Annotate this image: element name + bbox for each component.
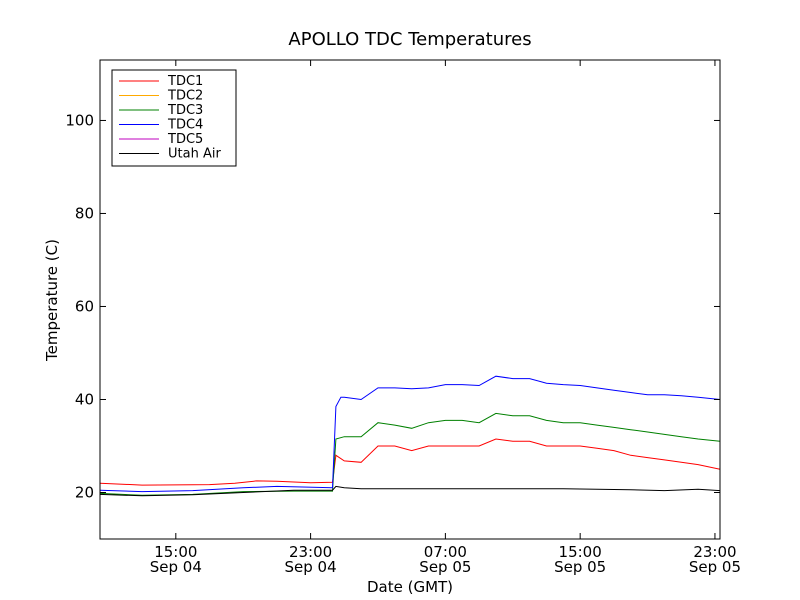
x-tick-label-date: Sep 05 (689, 558, 741, 576)
legend-box (111, 69, 237, 167)
x-tick-label-time: 23:00 (693, 543, 736, 561)
y-axis-label: Temperature (C) (43, 239, 61, 362)
y-tick-label: 100 (65, 111, 94, 129)
legend-label: TDC4 (167, 118, 203, 133)
chart-title: APOLLO TDC Temperatures (288, 29, 531, 50)
series-line-tdc1 (99, 438, 721, 486)
x-tick-label-time: 23:00 (289, 543, 332, 561)
series-line-tdc4 (99, 375, 721, 493)
x-tick-label-time: 07:00 (424, 543, 467, 561)
series-line-utah-air (99, 485, 721, 497)
plot-frame (99, 59, 721, 540)
x-tick-label-date: Sep 04 (285, 558, 337, 576)
series-line-tdc3 (99, 412, 721, 496)
legend-label: TDC2 (167, 89, 203, 104)
y-tick-label: 20 (75, 483, 94, 501)
x-tick-label-date: Sep 04 (150, 558, 202, 576)
x-tick-label-date: Sep 05 (554, 558, 606, 576)
y-tick-label: 80 (75, 204, 94, 222)
legend-label: TDC5 (167, 132, 203, 147)
series-layer (99, 375, 721, 497)
x-tick-label-time: 15:00 (559, 543, 602, 561)
y-tick-label: 60 (75, 297, 94, 315)
x-tick-label-date: Sep 05 (419, 558, 471, 576)
legend-label: Utah Air (168, 147, 221, 162)
y-tick-label: 40 (75, 390, 94, 408)
legend-label: TDC3 (167, 103, 203, 118)
x-axis-label: Date (GMT) (367, 578, 453, 596)
legend-label: TDC1 (167, 74, 203, 89)
x-tick-label-time: 15:00 (154, 543, 197, 561)
